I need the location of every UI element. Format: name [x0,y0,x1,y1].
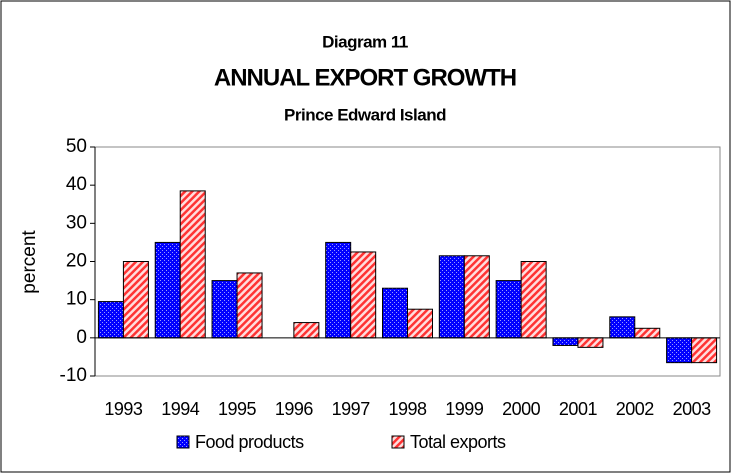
bar [211,280,238,339]
x-tick-label: 2002 [616,399,655,419]
legend-swatch [391,435,405,449]
bar [577,337,604,348]
chart-supertitle: Diagram 11 [322,32,408,51]
bar [382,287,408,339]
y-tick-label: 20 [66,251,87,272]
chart-title: ANNUAL EXPORT GROWTH [214,64,516,91]
y-tick-label: 10 [66,289,87,310]
y-tick-label: 30 [66,212,87,233]
x-tick-label: 1999 [445,399,484,419]
bar [97,301,124,339]
bar [609,316,636,339]
x-tick-label: 1997 [332,399,371,419]
bar [236,272,263,339]
bar [293,322,320,339]
legend-swatch [176,435,190,449]
x-tick-label: 1996 [275,399,314,419]
x-tick-label: 1998 [388,399,427,419]
bar [520,261,547,339]
chart-subtitle: Prince Edward Island [284,105,446,124]
x-tick-label: 2001 [559,399,598,419]
bar [407,308,433,339]
bar [552,337,579,346]
bar [495,280,522,339]
y-axis-label: percent [19,230,40,294]
x-tick-label: 1995 [218,399,257,419]
bar [634,327,661,339]
x-tick-label: 1994 [161,399,200,419]
bar [154,241,181,339]
x-tick-label: 1993 [104,399,143,419]
bar [438,255,465,339]
bar [666,337,693,364]
legend-label: Food products [195,432,304,452]
y-tick-label: 40 [66,174,87,195]
bar [350,251,377,339]
legend-label: Total exports [410,432,506,452]
y-tick-label: 0 [76,327,87,348]
y-tick-label: -10 [60,365,87,386]
bar [122,261,149,339]
y-tick-label: 50 [66,136,87,157]
bar [691,337,718,364]
bar [179,190,206,339]
bar [325,241,352,339]
x-tick-label: 2003 [673,399,712,419]
x-tick-label: 2000 [502,399,541,419]
bar [463,255,490,339]
